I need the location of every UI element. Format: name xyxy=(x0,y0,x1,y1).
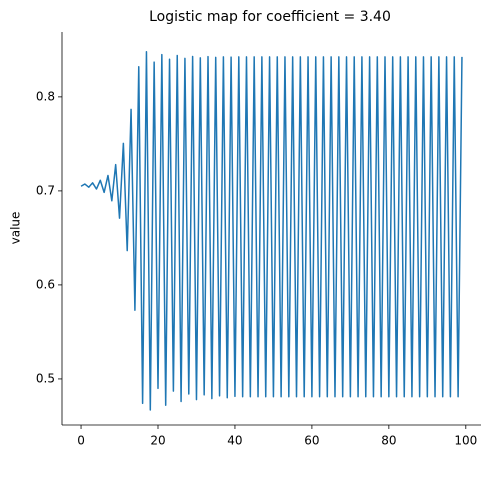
x-tick-label: 100 xyxy=(454,434,477,448)
y-tick-label: 0.7 xyxy=(36,183,55,197)
y-tick-label: 0.6 xyxy=(36,277,55,291)
y-tick-label: 0.5 xyxy=(36,371,55,385)
x-tick-label: 40 xyxy=(227,434,242,448)
data-line xyxy=(80,50,463,411)
y-axis-label: value xyxy=(9,212,23,245)
y-tick-label: 0.8 xyxy=(36,89,55,103)
x-tick-label: 80 xyxy=(381,434,396,448)
x-tick-label: 20 xyxy=(150,434,165,448)
chart-title: Logistic map for coefficient = 3.40 xyxy=(149,9,391,25)
x-tick-label: 60 xyxy=(304,434,319,448)
x-tick-label: 0 xyxy=(77,434,85,448)
